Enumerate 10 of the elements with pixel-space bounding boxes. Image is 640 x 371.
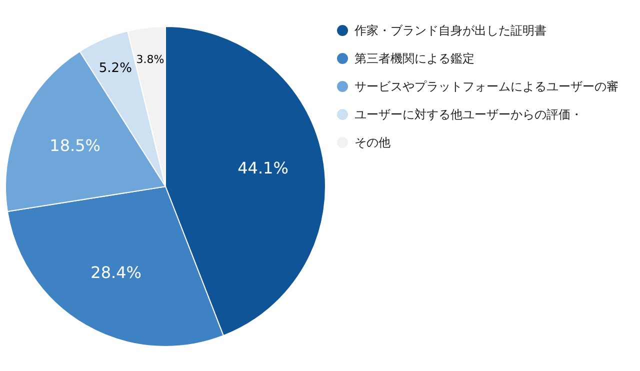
legend-label: サービスやプラットフォームによるユーザーの審 xyxy=(354,80,618,94)
legend-label: 作家・ブランド自身が出した証明書 xyxy=(354,24,546,38)
data-label: 5.2% xyxy=(98,61,132,76)
legend-label: 第三者機関による鑑定 xyxy=(354,52,474,66)
data-label: 28.4% xyxy=(90,263,142,282)
data-label: 18.5% xyxy=(50,136,101,156)
data-label: 3.8% xyxy=(136,52,164,66)
legend-label: ユーザーに対する他ユーザーからの評価・ xyxy=(354,108,582,122)
data-label: 44.1% xyxy=(238,158,288,178)
legend-label: その他 xyxy=(354,136,390,150)
